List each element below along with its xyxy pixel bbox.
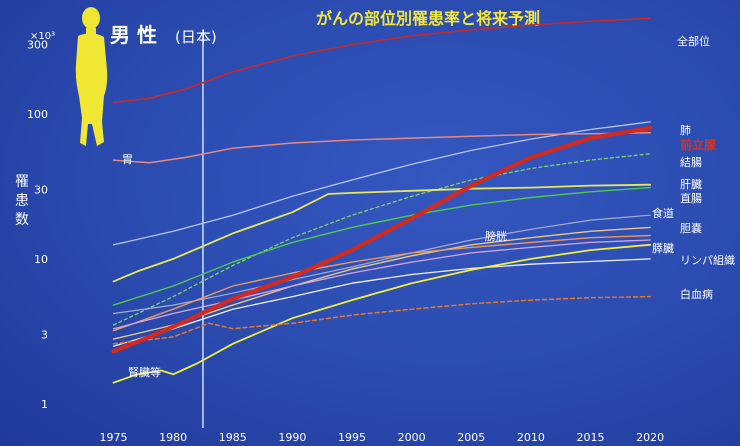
chart-subtitle: 男 性 [110, 23, 157, 47]
series-label: リンパ組織 [680, 254, 735, 267]
x-tick-label: 2010 [517, 431, 545, 444]
x-tick-label: 1995 [338, 431, 366, 444]
series-label: 直腸 [680, 191, 702, 205]
series-line [112, 295, 651, 345]
series-line [111, 125, 653, 354]
y-axis-ticks: 1 3 10 30 100 300 [27, 39, 48, 411]
x-tick-label: 1985 [219, 431, 247, 444]
series-label: 前立腺 [680, 137, 717, 152]
chart-title: がんの部位別罹患率と将来予測 [316, 9, 540, 28]
series-line [112, 239, 651, 330]
x-tick-label: 2020 [636, 431, 664, 444]
y-tick-label: 30 [34, 184, 48, 197]
series-label: 結腸 [680, 155, 702, 169]
x-tick-label: 2015 [577, 431, 605, 444]
series-line [112, 153, 651, 326]
series-line [112, 214, 651, 315]
series-line [112, 17, 652, 104]
y-tick-label: 3 [41, 329, 48, 342]
y-axis-label-char: 罹 [15, 174, 29, 190]
series-line [112, 234, 651, 332]
x-tick-label: 1975 [100, 431, 128, 444]
series-label: 腎臓等 [128, 365, 161, 379]
x-tick-label: 2005 [457, 431, 485, 444]
series-lines [111, 17, 653, 384]
series-label: 胆嚢 [680, 221, 702, 235]
y-unit-label: ×10³ [30, 31, 55, 42]
series-label: 肺 [680, 124, 691, 137]
x-tick-label: 2000 [398, 431, 426, 444]
series-line [112, 132, 651, 164]
y-axis-label: 罹患数 [15, 174, 29, 228]
x-axis-ticks: 1975 1980 1985 1990 1995 2000 2005 2010 2015 2020 [100, 431, 665, 444]
series-line [112, 121, 651, 246]
y-axis-label-char: 患 [15, 193, 29, 209]
series-line [112, 258, 651, 347]
series-line [112, 243, 652, 384]
y-tick-label: 1 [41, 398, 48, 411]
series-line [112, 186, 651, 306]
series-label: 胃 [122, 153, 133, 166]
y-axis-label-char: 数 [15, 212, 29, 228]
male-figure-icon [75, 7, 108, 146]
series-label: 膵臓 [652, 242, 674, 255]
chart-subtitle-note: (日本) [175, 28, 217, 46]
x-tick-label: 1990 [278, 431, 306, 444]
series-line [112, 183, 652, 283]
series-label: 肝臓 [680, 178, 702, 191]
series-label: 白血病 [680, 287, 713, 301]
series-label: 膀胱 [485, 229, 507, 243]
x-tick-label: 1980 [159, 431, 187, 444]
y-tick-label: 100 [27, 108, 48, 121]
y-tick-label: 10 [34, 253, 48, 266]
series-label: 全部位 [677, 34, 710, 48]
series-label: 食道 [652, 206, 674, 220]
y-tick-label: 300 [27, 39, 48, 52]
